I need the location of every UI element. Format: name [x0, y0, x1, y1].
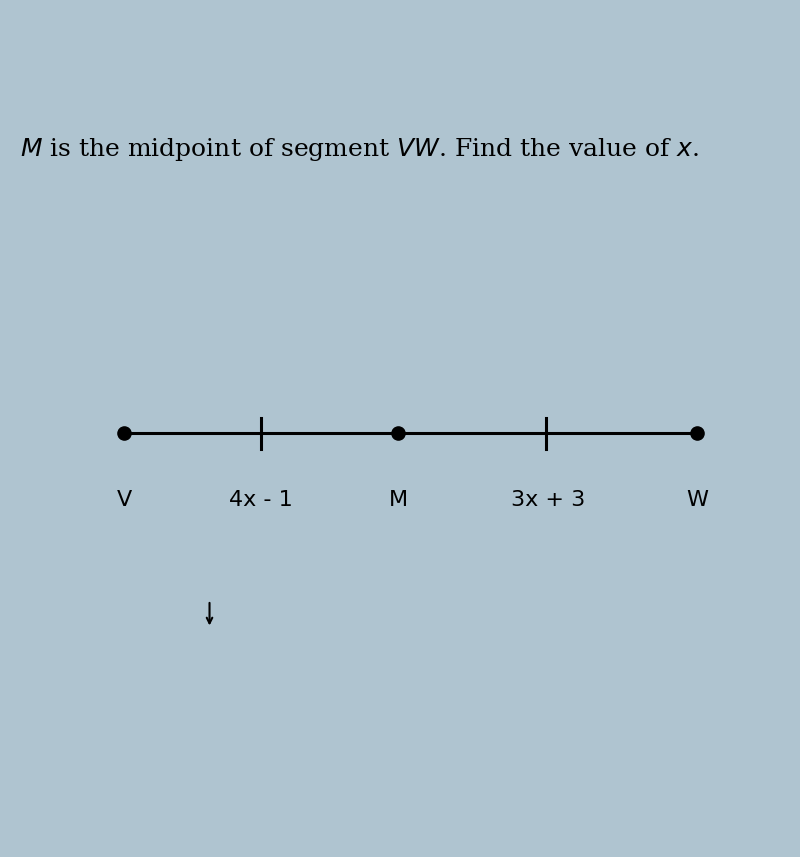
Text: $\mathit{M}$ is the midpoint of segment $\mathit{VW}$. Find the value of $x$.: $\mathit{M}$ is the midpoint of segment … [20, 136, 699, 164]
Text: M: M [389, 490, 408, 510]
Text: 4x - 1: 4x - 1 [230, 490, 293, 510]
Point [118, 427, 130, 440]
Text: 3x + 3: 3x + 3 [510, 490, 585, 510]
Text: V: V [117, 490, 132, 510]
Text: W: W [686, 490, 708, 510]
Point [392, 427, 405, 440]
Point [691, 427, 704, 440]
